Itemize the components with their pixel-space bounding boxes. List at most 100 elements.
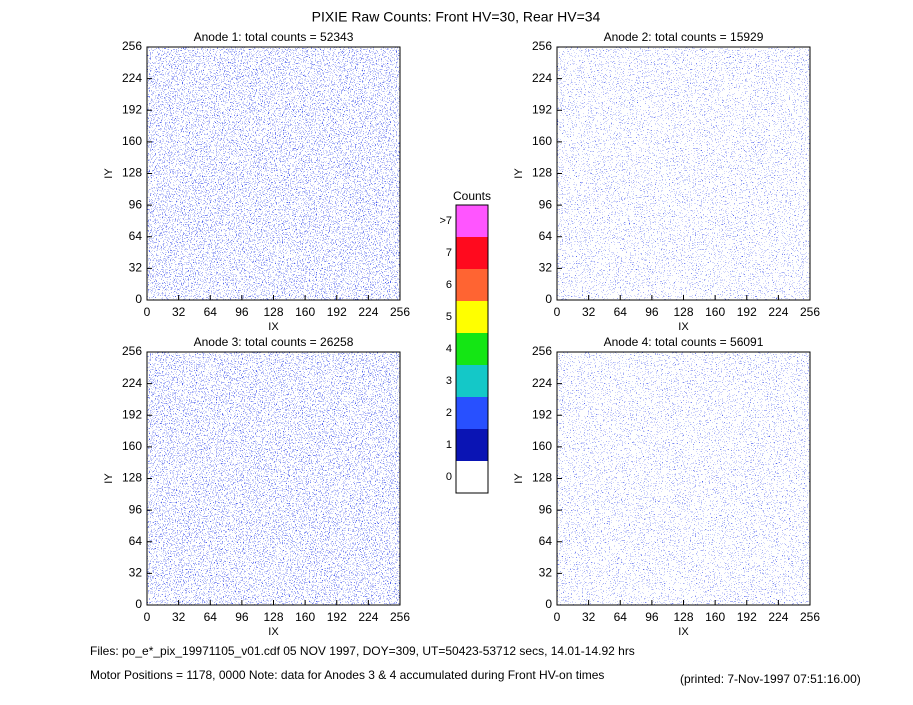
colorbar-label: 0: [446, 471, 452, 483]
count-texture: [147, 47, 400, 300]
colorbar-label: 3: [446, 375, 452, 387]
y-axis-label: IY: [513, 168, 525, 179]
x-tick-label: 0: [144, 610, 151, 624]
y-tick-label: 32: [539, 261, 553, 275]
y-tick-label: 256: [122, 344, 142, 358]
y-tick-label: 224: [122, 376, 142, 390]
x-tick-label: 224: [358, 305, 378, 319]
colorbar-swatch: [456, 269, 488, 301]
x-tick-label: 64: [204, 305, 218, 319]
colorbar-swatch: [456, 397, 488, 429]
y-tick-label: 224: [532, 376, 552, 390]
y-axis-label: IY: [513, 473, 525, 484]
x-tick-label: 32: [582, 305, 596, 319]
panel-title: Anode 1: total counts = 52343: [194, 30, 354, 44]
x-tick-label: 32: [172, 305, 186, 319]
x-tick-label: 256: [800, 305, 820, 319]
colorbar-swatch: [456, 205, 488, 237]
colorbar-label: 6: [446, 279, 452, 291]
y-tick-label: 0: [135, 292, 142, 306]
y-tick-label: 32: [129, 566, 143, 580]
y-tick-label: 128: [122, 166, 142, 180]
x-tick-label: 256: [390, 610, 410, 624]
y-tick-label: 256: [532, 344, 552, 358]
panel-title: Anode 3: total counts = 26258: [194, 335, 354, 349]
x-tick-label: 96: [645, 610, 659, 624]
x-tick-label: 96: [645, 305, 659, 319]
colorbar-swatch: [456, 429, 488, 461]
x-tick-label: 224: [358, 610, 378, 624]
colorbar-label: 7: [446, 247, 452, 259]
count-texture: [557, 47, 810, 300]
x-tick-label: 256: [390, 305, 410, 319]
y-tick-label: 160: [532, 439, 552, 453]
x-axis-label: IX: [268, 626, 279, 638]
y-tick-label: 256: [532, 39, 552, 53]
x-tick-label: 128: [673, 610, 693, 624]
x-tick-label: 192: [327, 305, 347, 319]
y-axis-label: IY: [103, 473, 115, 484]
x-tick-label: 64: [614, 305, 628, 319]
y-tick-label: 160: [122, 439, 142, 453]
x-tick-label: 64: [614, 610, 628, 624]
x-tick-label: 0: [554, 610, 561, 624]
x-tick-label: 0: [554, 305, 561, 319]
x-tick-label: 128: [673, 305, 693, 319]
y-tick-label: 32: [129, 261, 143, 275]
x-tick-label: 64: [204, 610, 218, 624]
y-tick-label: 192: [532, 102, 552, 116]
y-tick-label: 192: [532, 407, 552, 421]
y-tick-label: 96: [539, 197, 553, 211]
colorbar-label: 4: [446, 343, 452, 355]
colorbar-swatch: [456, 461, 488, 493]
x-tick-label: 192: [737, 305, 757, 319]
y-tick-label: 0: [135, 597, 142, 611]
colorbar-swatch: [456, 301, 488, 333]
x-tick-label: 32: [582, 610, 596, 624]
x-tick-label: 0: [144, 305, 151, 319]
x-tick-label: 192: [737, 610, 757, 624]
x-axis-label: IX: [678, 321, 689, 333]
y-tick-label: 160: [532, 134, 552, 148]
y-tick-label: 96: [129, 502, 143, 516]
x-axis-label: IX: [678, 626, 689, 638]
colorbar-label: >7: [439, 215, 452, 227]
x-tick-label: 128: [263, 610, 283, 624]
y-tick-label: 128: [532, 166, 552, 180]
y-tick-label: 96: [129, 197, 143, 211]
y-axis-label: IY: [103, 168, 115, 179]
colorbar-frame: [455, 204, 489, 494]
y-tick-label: 224: [122, 71, 142, 85]
count-texture: [557, 352, 810, 605]
x-tick-label: 256: [800, 610, 820, 624]
x-tick-label: 224: [768, 610, 788, 624]
y-tick-label: 256: [122, 39, 142, 53]
x-axis-label: IX: [268, 321, 279, 333]
colorbar-label: 2: [446, 407, 452, 419]
panel-title: Anode 2: total counts = 15929: [604, 30, 764, 44]
figure-title: PIXIE Raw Counts: Front HV=30, Rear HV=3…: [312, 9, 601, 25]
y-tick-label: 32: [539, 566, 553, 580]
y-tick-label: 0: [545, 292, 552, 306]
y-tick-label: 64: [129, 229, 143, 243]
x-tick-label: 192: [327, 610, 347, 624]
y-tick-label: 0: [545, 597, 552, 611]
colorbar-label: 1: [446, 439, 452, 451]
x-tick-label: 160: [705, 610, 725, 624]
y-tick-label: 160: [122, 134, 142, 148]
x-tick-label: 96: [235, 305, 249, 319]
y-tick-label: 128: [122, 471, 142, 485]
x-tick-label: 160: [705, 305, 725, 319]
y-tick-label: 224: [532, 71, 552, 85]
colorbar-swatch: [456, 237, 488, 269]
y-tick-label: 192: [122, 102, 142, 116]
y-tick-label: 64: [539, 229, 553, 243]
colorbar-label: 5: [446, 311, 452, 323]
x-tick-label: 160: [295, 305, 315, 319]
y-tick-label: 64: [539, 534, 553, 548]
x-tick-label: 128: [263, 305, 283, 319]
y-tick-label: 128: [532, 471, 552, 485]
y-tick-label: 96: [539, 502, 553, 516]
colorbar-swatch: [456, 333, 488, 365]
